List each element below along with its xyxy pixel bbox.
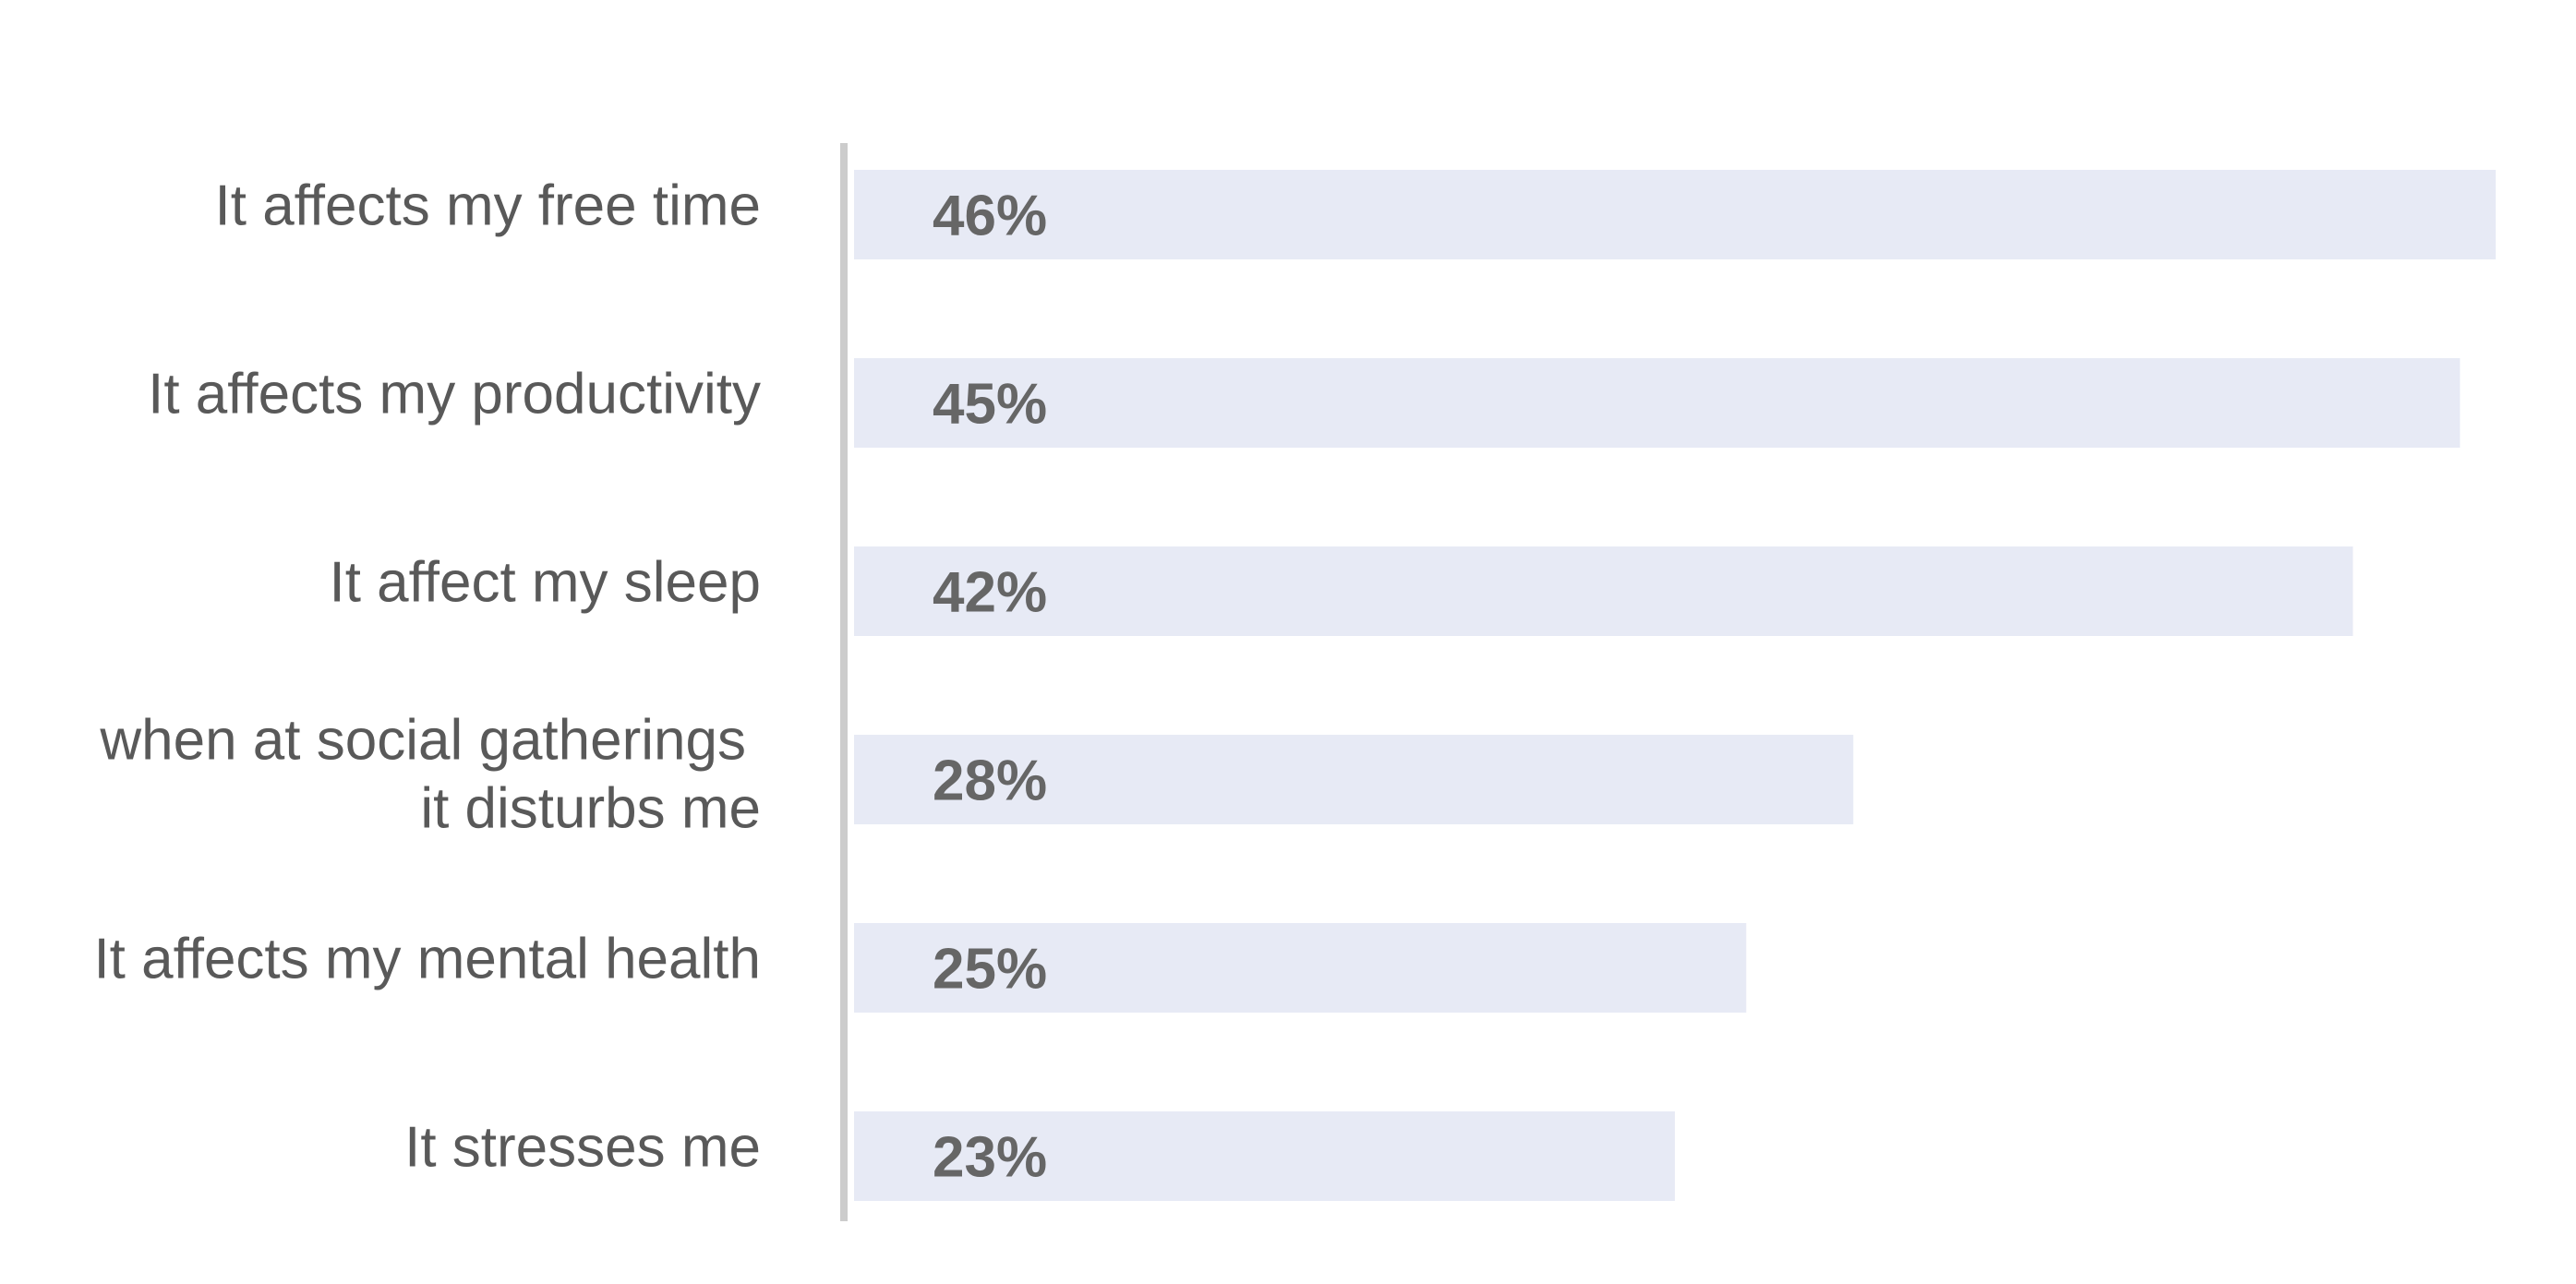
- bar-4: [854, 923, 1747, 1013]
- category-label-line: It affect my sleep: [329, 551, 761, 615]
- category-label-line: It affects my free time: [215, 174, 761, 238]
- category-label-line: It stresses me: [404, 1116, 761, 1180]
- category-label-line: it disturbs me: [420, 777, 761, 841]
- bar-0: [854, 170, 2496, 259]
- value-label-2: 42%: [933, 561, 1047, 625]
- value-label-1: 45%: [933, 373, 1047, 437]
- category-label-2: It affect my sleep: [329, 551, 761, 615]
- bar-2: [854, 546, 2353, 636]
- value-labels-layer: 46% 45% 42% 28% 25% 23%: [933, 185, 1047, 1190]
- value-label-4: 25%: [933, 938, 1047, 1002]
- category-label-5: It stresses me: [404, 1116, 761, 1180]
- category-labels-layer: It affects my free time It affects my pro…: [93, 174, 761, 1180]
- category-label-line: It affects my mental health: [93, 928, 761, 991]
- category-label-line: when at social gatherings: [99, 709, 746, 773]
- category-label-0: It affects my free time: [215, 174, 761, 238]
- value-label-0: 46%: [933, 185, 1047, 248]
- bars-layer: [854, 170, 2496, 1201]
- value-label-5: 23%: [933, 1126, 1047, 1190]
- category-label-1: It affects my productivity: [148, 363, 761, 426]
- bar-3: [854, 735, 1854, 824]
- bar-1: [854, 358, 2461, 448]
- category-label-line: It affects my productivity: [148, 363, 761, 426]
- category-label-3: when at social gatherings it disturbs me: [99, 709, 761, 841]
- value-label-3: 28%: [933, 750, 1047, 813]
- category-label-4: It affects my mental health: [93, 928, 761, 991]
- bar-5: [854, 1111, 1675, 1201]
